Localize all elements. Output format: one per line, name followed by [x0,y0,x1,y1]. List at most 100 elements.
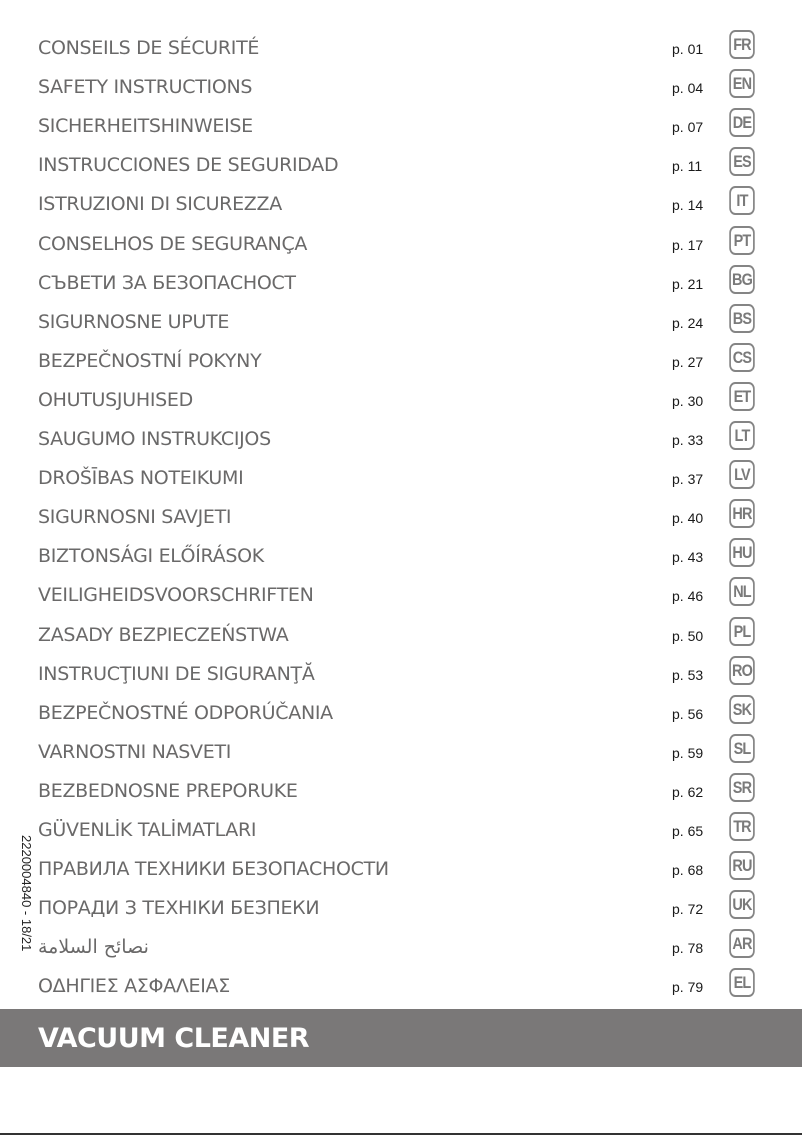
page-number: p. 78 [672,940,704,957]
toc-entry[interactable]: GÜVENLİK TALİMATLARI p. 65 TR [0,812,802,857]
section-title: VEILIGHEIDSVOORSCHRIFTEN [38,584,314,607]
page-number: p. 04 [672,80,704,97]
toc-entry[interactable]: CONSEILS DE SÉCURITÉ p. 01 FR [0,30,802,75]
section-title: ZASADY BEZPIECZEŃSTWA [38,623,289,646]
language-badge: FR [729,30,755,59]
page-number: p. 30 [672,392,704,409]
language-badge: HR [729,499,755,529]
toc-entry[interactable]: BIZTONSÁGI ELŐÍRÁSOK p. 43 HU [0,538,802,583]
section-title: SIGURNOSNE UPUTE [38,310,230,333]
language-badge: HU [729,538,755,568]
page-number: p. 01 [672,41,704,57]
section-title: SAFETY INSTRUCTIONS [38,76,253,99]
page-number: p. 27 [672,353,704,370]
page-number: p. 33 [672,432,704,448]
section-title: BEZPEČNOSTNÉ ODPORÚČANIA [38,701,333,724]
page-number: p. 40 [672,510,704,527]
page-number: p. 56 [672,705,704,722]
toc-entry[interactable]: ПРАВИЛА ТЕХНИКИ БЕЗОПАСНОСТИ p. 68 RU [0,851,802,896]
toc-entry[interactable]: ПОРАДИ З ТЕХНІКИ БЕЗПЕКИ p. 72 UK [0,890,802,935]
bottom-rule [0,1133,802,1135]
page-number: p. 21 [672,275,704,292]
language-badge: RO [729,655,755,685]
section-title: ΟΔΗΓΙΕΣ ΑΣΦΑΛΕΙΑΣ [38,975,230,998]
language-badge: EN [729,69,755,99]
language-badge: BS [729,303,755,333]
page-number: p. 37 [672,471,704,488]
language-badge: RU [729,851,755,881]
toc-entry[interactable]: BEZPEČNOSTNÉ ODPORÚČANIA p. 56 SK [0,694,802,740]
page-number: p. 46 [672,588,704,605]
language-badge: UK [729,890,755,920]
page-number: p. 72 [672,901,704,918]
page-number: p. 53 [672,666,704,683]
language-badge: CS [729,342,755,372]
section-title: OHUTUSJUHISED [38,388,193,411]
language-badge: DE [729,108,755,138]
language-badge: SK [729,694,755,724]
toc-entry[interactable]: VEILIGHEIDSVOORSCHRIFTEN p. 46 NL [0,577,802,622]
page-number: p. 07 [672,119,704,136]
section-title: BIZTONSÁGI ELŐÍRÁSOK [38,545,264,568]
reference-code: 2220004840 - 18/21 [19,835,34,952]
toc-entry[interactable]: BEZPEČNOSTNÍ POKYNY p. 27 CS [0,342,802,388]
section-title: SICHERHEITSHINWEISE [38,115,253,138]
language-badge: TR [729,812,755,841]
toc-entry[interactable]: SIGURNOSNE UPUTE p. 24 BS [0,303,802,349]
language-badge: NL [729,577,755,607]
toc-entry[interactable]: CONSELHOS DE SEGURANÇA p. 17 PT [0,225,802,271]
product-banner: VACUUM CLEANER [0,1009,802,1067]
language-badge: LT [729,421,755,450]
toc-entry[interactable]: СЪВЕТИ ЗА БЕЗОПАСНОСТ p. 21 BG [0,264,802,310]
language-badge: IT [729,186,755,216]
language-badge: ES [729,147,755,177]
page-number: p. 11 [672,158,703,175]
page-number: p. 79 [672,979,704,996]
language-badge: EL [729,968,755,998]
language-badge: PL [729,616,755,646]
toc-entry[interactable]: DROŠĪBAS NOTEIKUMI p. 37 LV [0,460,802,505]
section-title: BEZBEDNOSNE PREPORUKE [38,779,298,802]
page-number: p. 65 [672,823,704,839]
page-number: p. 17 [672,236,704,253]
toc-entry[interactable]: ZASADY BEZPIECZEŃSTWA p. 50 PL [0,616,802,662]
toc-entry[interactable]: SAUGUMO INSTRUKCIJOS p. 33 LT [0,421,802,466]
page-number: p. 14 [672,197,704,214]
language-badge: SR [729,772,755,802]
toc-entry[interactable]: VARNOSTNI NASVETI p. 59 SL [0,733,802,779]
toc-entry[interactable]: نصائح السلامة p. 78 AR [0,929,802,974]
page-number: p. 59 [672,744,704,761]
toc-entry[interactable]: SAFETY INSTRUCTIONS p. 04 EN [0,69,802,114]
section-title: ПОРАДИ З ТЕХНІКИ БЕЗПЕКИ [38,897,320,920]
toc-entry[interactable]: OHUTUSJUHISED p. 30 ET [0,381,802,427]
language-badge: ET [729,381,755,411]
section-title: ПРАВИЛА ТЕХНИКИ БЕЗОПАСНОСТИ [38,858,389,881]
language-badge: BG [729,264,755,294]
section-title: DROŠĪBAS NOTEIKUMI [38,467,244,490]
product-title: VACUUM CLEANER [38,1023,310,1054]
section-title: СЪВЕТИ ЗА БЕЗОПАСНОСТ [38,271,296,294]
section-title: GÜVENLİK TALİMATLARI [38,819,257,841]
page-number: p. 62 [672,783,704,800]
section-title: SIGURNOSNI SAVJETI [38,506,232,529]
page-number: p. 43 [672,549,704,566]
section-title: INSTRUCCIONES DE SEGURIDAD [38,154,339,177]
toc-entry[interactable]: INSTRUCCIONES DE SEGURIDAD p. 11 ES [0,147,802,192]
section-title: SAUGUMO INSTRUKCIJOS [38,428,271,450]
page-number: p. 24 [672,314,704,331]
page-number: p. 50 [672,627,704,644]
toc-entry[interactable]: ISTRUZIONI DI SICUREZZA p. 14 IT [0,186,802,231]
section-title: BEZPEČNOSTNÍ POKYNY [38,349,262,372]
language-badge: AR [729,929,755,959]
toc-entry[interactable]: INSTRUCŢIUNI DE SIGURANŢĂ p. 53 RO [0,655,802,701]
toc-entry[interactable]: SIGURNOSNI SAVJETI p. 40 HR [0,499,802,544]
section-title: CONSEILS DE SÉCURITÉ [38,37,260,59]
section-title: CONSELHOS DE SEGURANÇA [38,232,308,255]
toc-entry[interactable]: SICHERHEITSHINWEISE p. 07 DE [0,108,802,153]
section-title: INSTRUCŢIUNI DE SIGURANŢĂ [38,662,315,685]
section-title: ISTRUZIONI DI SICUREZZA [38,193,282,216]
toc-entry[interactable]: BEZBEDNOSNE PREPORUKE p. 62 SR [0,772,802,818]
language-badge: LV [729,460,755,490]
toc-entry[interactable]: ΟΔΗΓΙΕΣ ΑΣΦΑΛΕΙΑΣ p. 79 EL [0,968,802,1013]
